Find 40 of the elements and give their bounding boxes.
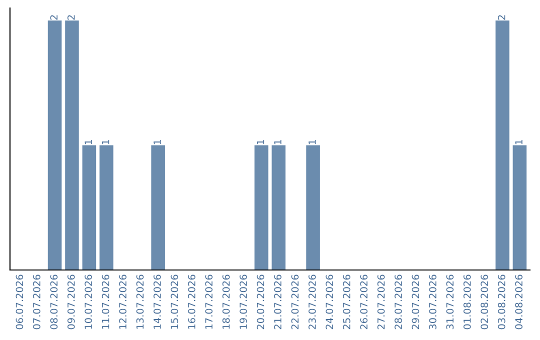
x-tick-label: 06.07.2026 (16, 274, 24, 330)
data-label: 2 (67, 15, 75, 20)
x-tick-label: 14.07.2026 (154, 274, 161, 329)
data-label: 1 (308, 140, 316, 144)
x-tick-label: 09.07.2026 (67, 274, 75, 330)
data-label: 2 (498, 15, 506, 20)
x-tick-label: 03.08.2026 (498, 274, 506, 330)
data-label: 1 (102, 140, 110, 144)
x-tick-label: 31.07.2026 (446, 274, 454, 330)
x-tick-label: 01.08.2026 (463, 274, 471, 330)
x-tick-label: 27.07.2026 (377, 274, 385, 330)
data-label: 1 (154, 140, 161, 144)
data-label: 1 (84, 140, 92, 144)
x-tick-label: 30.07.2026 (429, 274, 436, 330)
x-tick-label: 16.07.2026 (188, 274, 196, 329)
x-tick-label: 22.07.2026 (291, 274, 299, 330)
x-tick-label: 28.07.2026 (394, 274, 402, 330)
x-tick-label: 12.07.2026 (119, 274, 126, 329)
x-tick-label: 26.07.2026 (360, 274, 368, 330)
x-tick-label: 08.07.2026 (50, 274, 58, 330)
x-tick-label: 29.07.2026 (412, 274, 420, 330)
x-tick-label: 25.07.2026 (342, 274, 350, 330)
x-tick-label: 23.07.2026 (308, 274, 316, 330)
x-tick-label: 13.07.2026 (136, 274, 144, 329)
data-label: 1 (274, 140, 282, 144)
x-tick-label: 20.07.2026 (256, 274, 264, 330)
x-tick-label: 17.07.2026 (205, 274, 213, 329)
x-tick-label: 15.07.2026 (170, 274, 178, 329)
x-tick-label: 04.08.2026 (515, 274, 522, 330)
x-tick-label: 19.07.2026 (240, 274, 247, 329)
x-tick-label: 10.07.2026 (84, 274, 92, 329)
x-tick-label: 24.07.2026 (326, 274, 334, 330)
x-tick-label: 02.08.2026 (480, 274, 488, 330)
data-label: 1 (256, 140, 264, 144)
x-tick-label: 18.07.2026 (222, 274, 230, 329)
x-tick-label: 07.07.2026 (33, 274, 40, 330)
data-label: 1 (515, 140, 522, 144)
data-label: 2 (50, 15, 58, 20)
x-tick-label: 11.07.2026 (102, 274, 110, 329)
x-tick-label: 21.07.2026 (274, 274, 282, 330)
